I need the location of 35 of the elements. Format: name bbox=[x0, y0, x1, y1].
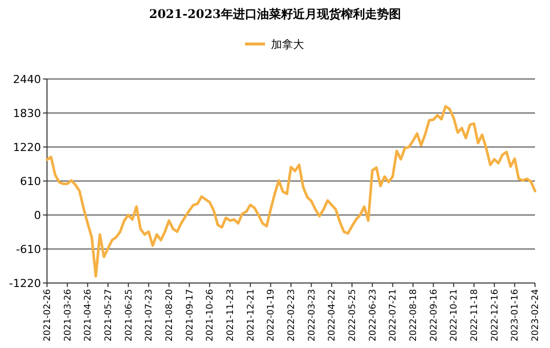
y-tick-label: 1830 bbox=[13, 107, 41, 120]
x-tick-label: 2021-09-17 bbox=[185, 289, 196, 342]
x-tick-label: 2022-10-21 bbox=[450, 289, 460, 342]
x-tick-label: 2022-02-23 bbox=[287, 289, 297, 342]
x-tick-label: 2021-02-26 bbox=[43, 288, 53, 342]
x-tick-label: 2023-02-24 bbox=[531, 288, 541, 342]
y-tick-label: 0 bbox=[34, 209, 41, 222]
x-tick-label: 2022-01-19 bbox=[266, 288, 277, 342]
x-tick-label: 2022-04-22 bbox=[328, 289, 338, 342]
y-tick-label: -1220 bbox=[9, 277, 41, 290]
x-tick-label: 2021-07-23 bbox=[144, 289, 155, 342]
x-tick-label: 2022-03-23 bbox=[307, 289, 318, 342]
y-tick-label: 610 bbox=[20, 175, 41, 188]
x-tick-label: 2022-07-21 bbox=[388, 289, 399, 342]
x-tick-label: 2022-05-25 bbox=[348, 289, 358, 342]
x-tick-label: 2022-09-16 bbox=[429, 288, 440, 342]
x-tick-label: 2021-05-27 bbox=[104, 289, 114, 342]
x-tick-label: 2021-06-25 bbox=[124, 289, 134, 342]
y-tick-label: 2440 bbox=[13, 73, 41, 86]
legend-label: 加拿大 bbox=[271, 38, 304, 51]
x-tick-label: 2022-11-18 bbox=[470, 288, 480, 342]
x-tick-label: 2021-04-26 bbox=[84, 288, 94, 342]
y-tick-label: 1220 bbox=[13, 141, 41, 154]
x-tick-label: 2021-10-26 bbox=[206, 288, 216, 342]
x-tick-label: 2021-08-20 bbox=[165, 288, 175, 342]
x-tick-label: 2022-06-23 bbox=[368, 289, 378, 342]
chart-title: 2021-2023年进口油菜籽近月现货榨利走势图 bbox=[149, 7, 401, 21]
x-tick-label: 2022-12-16 bbox=[490, 288, 500, 342]
x-tick-label: 2021-03-26 bbox=[63, 288, 74, 342]
x-tick-label: 2021-12-21 bbox=[246, 289, 256, 342]
x-tick-label: 2022-08-18 bbox=[409, 288, 419, 342]
line-series bbox=[46, 105, 536, 278]
x-tick-label: 2023-01-16 bbox=[510, 288, 521, 342]
x-tick-label: 2021-11-23 bbox=[226, 289, 236, 342]
y-tick-label: -610 bbox=[16, 243, 41, 256]
